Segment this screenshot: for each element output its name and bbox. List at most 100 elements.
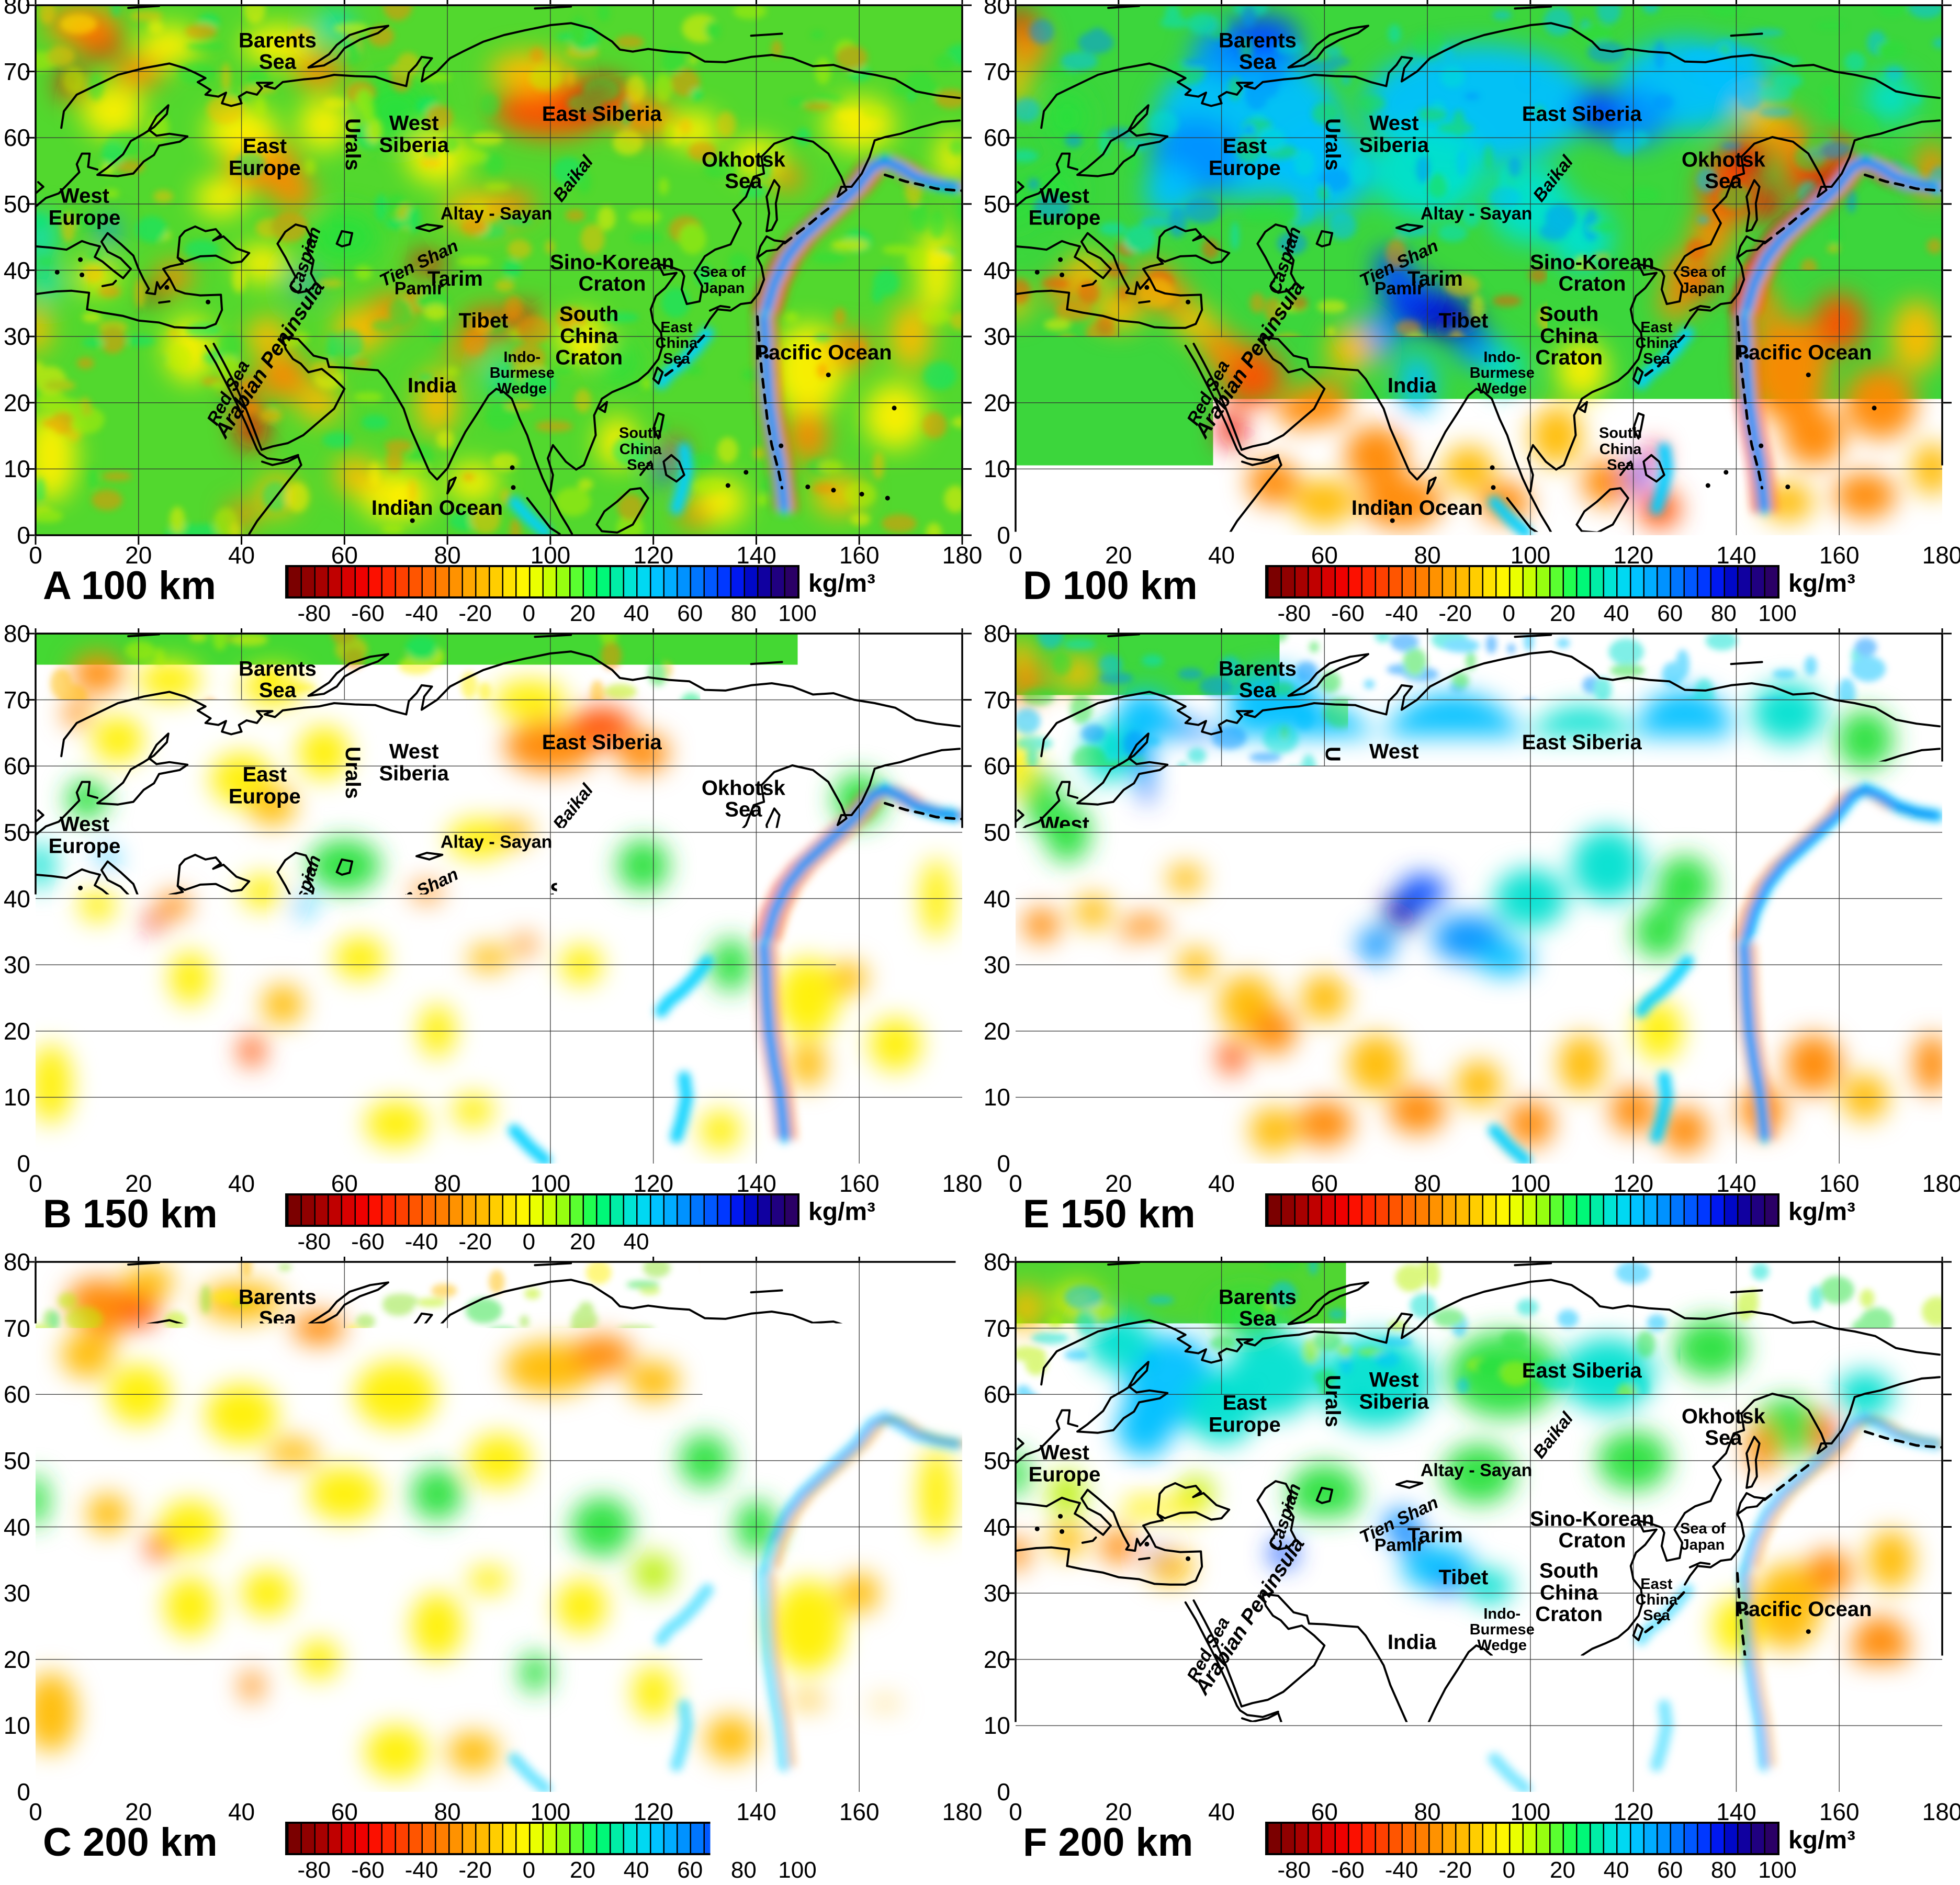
y-tick-label: 30 — [980, 1579, 1010, 1607]
x-tick-label: 40 — [1185, 1170, 1258, 1197]
panel-B: 80 70 60 50 40 30 20 10 0 0 20 40 60 80 100 120 140 160 18… — [0, 628, 980, 1257]
colorbar-tick-label: 100 — [761, 1229, 834, 1255]
y-tick-label: 40 — [0, 256, 30, 285]
plot-area — [26, 628, 972, 1173]
colorbar-cell-separators — [1267, 567, 1777, 596]
colorbar — [285, 1822, 799, 1855]
colorbar-cell-separators — [287, 567, 797, 596]
colorbar-unit-label: kg/m³ — [1788, 1198, 1855, 1226]
y-tick-label: 80 — [0, 1248, 30, 1276]
y-tick-label: 60 — [0, 1380, 30, 1408]
y-tick-label: 30 — [0, 951, 30, 979]
y-tick-label: 10 — [0, 1083, 30, 1111]
y-tick-label: 10 — [980, 1083, 1010, 1111]
y-tick-label: 70 — [980, 1314, 1010, 1342]
panel-label: E 150 km — [1023, 1191, 1196, 1237]
y-tick-label: 80 — [0, 619, 30, 648]
y-tick-label: 30 — [0, 322, 30, 351]
y-tick-label: 10 — [0, 455, 30, 483]
y-tick-label: 80 — [980, 1248, 1010, 1276]
colorbar-tick-label: 100 — [1741, 1857, 1814, 1883]
figure: 80 70 60 50 40 30 20 10 0 0 20 40 60 80 100 120 140 160 18… — [0, 0, 1960, 1885]
map-D — [980, 0, 1960, 628]
y-tick-label: 20 — [0, 1017, 30, 1045]
y-tick-label: 50 — [0, 1447, 30, 1475]
y-tick-label: 60 — [980, 752, 1010, 780]
plot-area — [1002, 1257, 1954, 1804]
x-tick-label: 160 — [1803, 1798, 1876, 1825]
y-tick-label: 20 — [980, 1645, 1010, 1674]
colorbar — [1265, 1822, 1779, 1855]
panel-label: D 100 km — [1023, 563, 1198, 608]
colorbar-unit-label: kg/m³ — [1788, 569, 1855, 598]
colorbar-cell-separators — [287, 1195, 797, 1225]
colorbar-cell-separators — [1267, 1195, 1777, 1225]
colorbar — [285, 565, 799, 599]
y-tick-label: 60 — [0, 752, 30, 780]
x-tick-label: 40 — [1185, 1798, 1258, 1825]
y-tick-label: 50 — [0, 818, 30, 846]
x-tick-label: 160 — [823, 541, 896, 569]
y-tick-label: 60 — [980, 123, 1010, 152]
y-tick-label: 10 — [0, 1711, 30, 1740]
colorbar — [285, 1193, 799, 1227]
y-tick-label: 80 — [980, 619, 1010, 648]
y-tick-label: 30 — [980, 322, 1010, 351]
colorbar-cell-separators — [287, 1824, 797, 1853]
map-A — [0, 0, 980, 628]
colorbar-unit-label: kg/m³ — [808, 569, 875, 598]
map-E — [980, 628, 1960, 1257]
y-tick-label: 70 — [980, 686, 1010, 714]
y-tick-label: 70 — [980, 58, 1010, 86]
colorbar-cell-separators — [1267, 1824, 1777, 1853]
panel-C: 80 70 60 50 40 30 20 10 0 0 20 40 60 80 100 120 140 160 18… — [0, 1257, 980, 1885]
y-tick-label: 20 — [0, 1645, 30, 1674]
x-tick-label: 160 — [823, 1798, 896, 1825]
panel-label: A 100 km — [43, 563, 216, 608]
map-B — [0, 628, 980, 1257]
y-tick-label: 80 — [0, 0, 30, 19]
y-tick-label: 40 — [980, 1513, 1010, 1541]
y-tick-label: 50 — [0, 190, 30, 218]
plot-area — [20, 0, 978, 546]
panel-label: F 200 km — [1023, 1820, 1193, 1865]
x-tick-label: 160 — [1803, 1170, 1876, 1197]
y-tick-label: 20 — [980, 1017, 1010, 1045]
x-tick-label: 160 — [1803, 541, 1876, 569]
colorbar — [1265, 565, 1779, 599]
page: { "figure": { "unit_label": "kg/m³", "pa… — [0, 0, 1960, 1885]
y-tick-label: 80 — [980, 0, 1010, 19]
y-tick-label: 40 — [0, 885, 30, 913]
y-tick-label: 40 — [0, 1513, 30, 1541]
y-tick-label: 60 — [980, 1380, 1010, 1408]
y-tick-label: 30 — [0, 1579, 30, 1607]
colorbar — [1265, 1193, 1779, 1227]
y-tick-label: 70 — [0, 686, 30, 714]
y-tick-label: 10 — [980, 455, 1010, 483]
y-tick-label: 70 — [0, 1314, 30, 1342]
y-tick-label: 50 — [980, 190, 1010, 218]
x-tick-label: 180 — [1906, 1798, 1960, 1825]
panel-E: 80 70 60 50 40 30 20 10 0 0 20 40 60 80 100 120 140 160 18… — [980, 628, 1960, 1257]
panel-label: B 150 km — [43, 1191, 218, 1237]
colorbar-unit-label: kg/m³ — [808, 1826, 875, 1855]
y-tick-label: 30 — [980, 951, 1010, 979]
plot-area — [998, 628, 1952, 1176]
x-tick-label: 180 — [1906, 1170, 1960, 1197]
colorbar-unit-label: kg/m³ — [808, 1198, 875, 1226]
panel-F: 80 70 60 50 40 30 20 10 0 0 20 40 60 80 100 120 140 160 18… — [980, 1257, 1960, 1885]
map-C — [0, 1257, 980, 1885]
y-tick-label: 50 — [980, 818, 1010, 846]
map-F — [980, 1257, 1960, 1885]
y-tick-label: 50 — [980, 1447, 1010, 1475]
panel-label: C 200 km — [43, 1820, 218, 1865]
y-tick-label: 20 — [0, 389, 30, 417]
y-tick-label: 40 — [980, 256, 1010, 285]
x-tick-label: 160 — [823, 1170, 896, 1197]
panel-A: 80 70 60 50 40 30 20 10 0 0 20 40 60 80 100 120 140 160 18… — [0, 0, 980, 628]
y-tick-label: 10 — [980, 1711, 1010, 1740]
y-tick-label: 40 — [980, 885, 1010, 913]
colorbar-tick-label: 100 — [761, 601, 834, 627]
x-tick-label: 180 — [1906, 541, 1960, 569]
y-tick-label: 60 — [0, 123, 30, 152]
